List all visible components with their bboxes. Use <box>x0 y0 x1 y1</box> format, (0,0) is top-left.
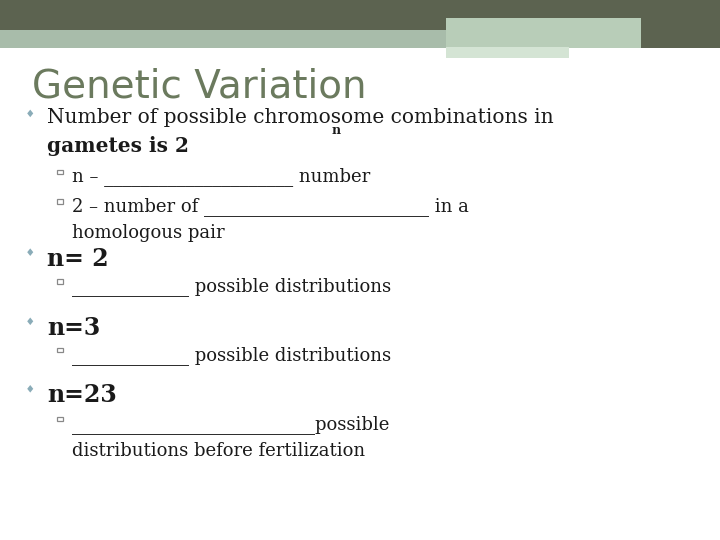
Polygon shape <box>27 110 33 117</box>
FancyBboxPatch shape <box>0 0 720 30</box>
Text: distributions before fertilization: distributions before fertilization <box>72 442 365 460</box>
Text: homologous pair: homologous pair <box>72 224 225 242</box>
FancyBboxPatch shape <box>446 18 641 48</box>
Text: gametes is 2: gametes is 2 <box>47 136 189 156</box>
FancyBboxPatch shape <box>446 47 569 58</box>
FancyBboxPatch shape <box>0 30 446 48</box>
Polygon shape <box>27 385 33 393</box>
Text: n – _____________________ number: n – _____________________ number <box>72 167 370 186</box>
Bar <box>57 199 63 204</box>
Text: _____________ possible distributions: _____________ possible distributions <box>72 277 391 296</box>
Text: Genetic Variation: Genetic Variation <box>32 68 367 105</box>
Bar <box>57 348 63 352</box>
Bar <box>57 279 63 284</box>
Text: n=23: n=23 <box>47 383 117 407</box>
Bar <box>57 417 63 421</box>
Text: n=3: n=3 <box>47 316 100 340</box>
Text: _____________ possible distributions: _____________ possible distributions <box>72 346 391 365</box>
Text: n: n <box>331 124 341 137</box>
Polygon shape <box>27 318 33 325</box>
Polygon shape <box>27 248 33 256</box>
Text: 2 – number of _________________________ in a: 2 – number of _________________________ … <box>72 197 469 216</box>
Text: n= 2: n= 2 <box>47 247 109 271</box>
Text: ___________________________possible: ___________________________possible <box>72 415 390 434</box>
Text: Number of possible chromosome combinations in: Number of possible chromosome combinatio… <box>47 108 554 127</box>
Bar <box>57 170 63 174</box>
FancyBboxPatch shape <box>641 18 720 48</box>
